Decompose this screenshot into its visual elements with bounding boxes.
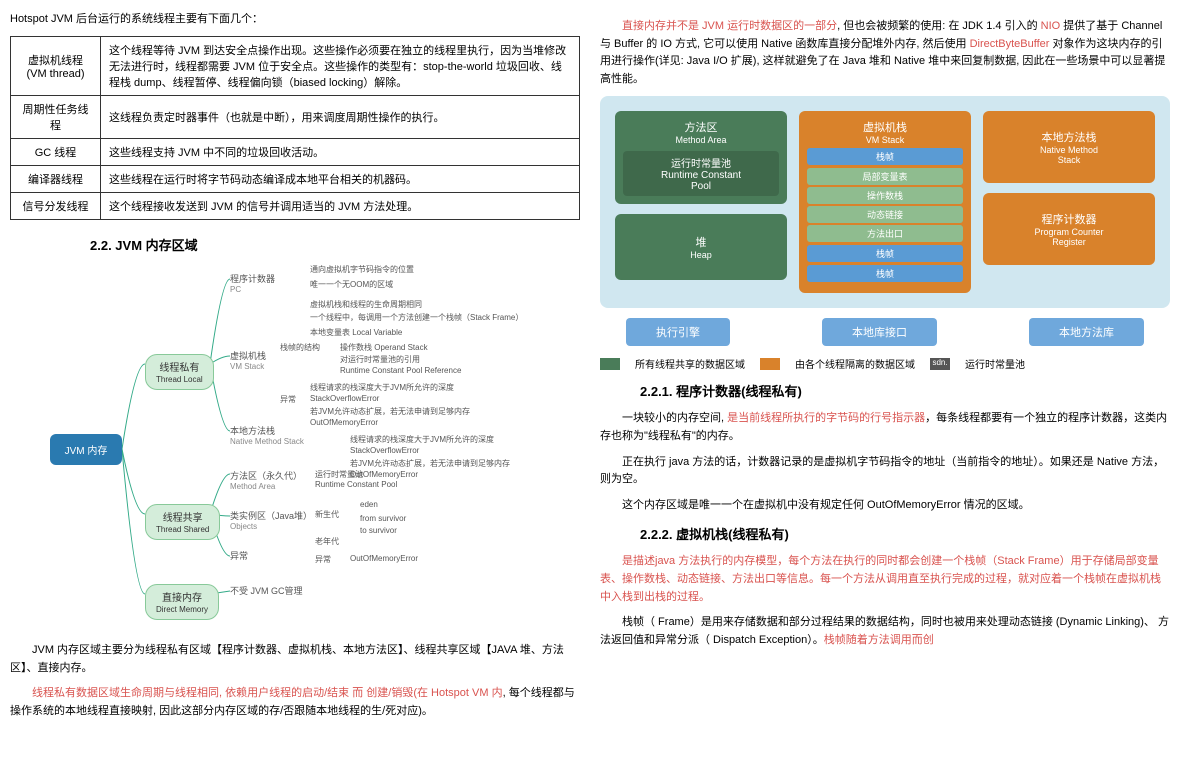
- mindmap-l2-label: 虚拟机栈VM Stack: [230, 349, 266, 371]
- mindmap-l3-label: StackOverflowError: [310, 394, 379, 403]
- legend-swatch-grey: sdn.: [930, 358, 950, 370]
- mindmap-l3-label: OutOfMemoryError: [350, 554, 418, 563]
- mindmap-diagram: JVM 内存 线程私有Thread Local 线程共享Thread Share…: [10, 264, 580, 634]
- para: 正在执行 java 方法的话，计数器记录的是虚拟机字节码指令的地址（当前指令的地…: [600, 454, 1170, 489]
- section-2-2-1-title: 2.2.1. 程序计数器(线程私有): [640, 381, 1170, 400]
- mindmap-l3-label: 唯一一个无OOM的区域: [310, 279, 393, 290]
- method-area-box: 方法区 Method Area 运行时常量池 Runtime Constant …: [615, 111, 787, 204]
- jvm-memory-diagram: 方法区 Method Area 运行时常量池 Runtime Constant …: [600, 96, 1170, 308]
- mindmap-l3-label: Runtime Constant Pool: [315, 480, 397, 489]
- stack-frame: 栈帧: [807, 245, 963, 262]
- section-2-2-2-title: 2.2.2. 虚拟机栈(线程私有): [640, 524, 1170, 543]
- cell: 这些线程支持 JVM 中不同的垃圾回收活动。: [101, 139, 580, 166]
- mindmap-l1-node: 线程私有Thread Local: [145, 354, 214, 390]
- para: 直接内存并不是 JVM 运行时数据区的一部分, 但也会被频繁的使用: 在 JDK…: [600, 18, 1170, 88]
- mindmap-l3-label: Runtime Constant Pool Reference: [340, 366, 461, 375]
- mindmap-l2-label: 程序计数器PC: [230, 272, 275, 294]
- engine-box: 本地库接口: [822, 318, 937, 346]
- mindmap-l2-label: 方法区（永久代）Method Area: [230, 469, 302, 491]
- mindmap-l3-label: 若JVM允许动态扩展，若无法申请到足够内存: [350, 458, 510, 469]
- left-column: Hotspot JVM 后台运行的系统线程主要有下面几个： 虚拟机线程 (VM …: [10, 10, 580, 728]
- legend-swatch-orange: [760, 358, 780, 370]
- cell: 信号分发线程: [11, 193, 101, 220]
- vm-stack-box: 虚拟机栈 VM Stack 栈帧 局部变量表 操作数栈 动态链接 方法出口 栈帧…: [799, 111, 971, 293]
- mindmap-l3-label: to survivor: [360, 526, 397, 535]
- engine-box: 执行引擎: [626, 318, 730, 346]
- mindmap-l2-label: 本地方法栈Native Method Stack: [230, 424, 304, 446]
- para: 一块较小的内存空间, 是当前线程所执行的字节码的行号指示器，每条线程都要有一个独…: [600, 410, 1170, 445]
- mindmap-l3-label: OutOfMemoryError: [310, 418, 378, 427]
- legend-swatch-green: [600, 358, 620, 370]
- legend-label: 运行时常量池: [965, 356, 1025, 371]
- thread-table: 虚拟机线程 (VM thread)这个线程等待 JVM 到达安全点操作出现。这些…: [10, 36, 580, 220]
- mindmap-l2-label: 不受 JVM GC管理: [230, 584, 303, 597]
- mindmap-l3-label: 老年代: [315, 536, 339, 547]
- cell: 这线程负责定时器事件（也就是中断），用来调度周期性操作的执行。: [101, 96, 580, 139]
- mindmap-l3-label: 线程请求的栈深度大于JVM所允许的深度: [310, 382, 454, 393]
- para: 这个内存区域是唯一一个在虚拟机中没有规定任何 OutOfMemoryError …: [600, 497, 1170, 515]
- cell: 编译器线程: [11, 166, 101, 193]
- cell: 周期性任务线程: [11, 96, 101, 139]
- mindmap-l3-label: 本地变量表 Local Variable: [310, 327, 402, 338]
- mindmap-l3-label: from survivor: [360, 514, 406, 523]
- engine-row: 执行引擎 本地库接口 本地方法库: [600, 318, 1170, 346]
- mindmap-l3-label: 通向虚拟机字节码指令的位置: [310, 264, 414, 275]
- para: 线程私有数据区域生命周期与线程相同, 依赖用户线程的启动/结束 而 创建/销毁(…: [10, 685, 580, 720]
- right-column: 直接内存并不是 JVM 运行时数据区的一部分, 但也会被频繁的使用: 在 JDK…: [600, 10, 1170, 728]
- para: 栈帧（ Frame）是用来存储数据和部分过程结果的数据结构，同时也被用来处理动态…: [600, 614, 1170, 649]
- mindmap-l3-label: eden: [360, 500, 378, 509]
- cell: 这个线程接收发送到 JVM 的信号并调用适当的 JVM 方法处理。: [101, 193, 580, 220]
- intro-text: Hotspot JVM 后台运行的系统线程主要有下面几个：: [10, 10, 580, 26]
- runtime-pool-box: 运行时常量池 Runtime Constant Pool: [623, 151, 779, 196]
- mindmap-l3-label: 运行时常量池: [315, 469, 363, 480]
- legend-label: 由各个线程隔离的数据区域: [795, 356, 915, 371]
- mindmap-l3-label: 异常: [280, 394, 296, 405]
- mindmap-l3-label: 操作数栈 Operand Stack: [340, 342, 428, 353]
- mindmap-l3-label: 异常: [315, 554, 331, 565]
- pc-register-box: 程序计数器 Program Counter Register: [983, 193, 1155, 265]
- frame-item: 操作数栈: [807, 187, 963, 204]
- cell: 这个线程等待 JVM 到达安全点操作出现。这些操作必须要在独立的线程里执行，因为…: [101, 37, 580, 96]
- mindmap-l3-label: 栈帧的结构: [280, 342, 320, 353]
- cell: 虚拟机线程 (VM thread): [11, 37, 101, 96]
- stack-frame: 栈帧: [807, 265, 963, 282]
- mindmap-l2-label: 异常: [230, 549, 248, 562]
- section-2-2-title: 2.2. JVM 内存区域: [90, 235, 580, 254]
- mindmap-l1-node: 线程共享Thread Shared: [145, 504, 220, 540]
- engine-box: 本地方法库: [1029, 318, 1144, 346]
- para: JVM 内存区域主要分为线程私有区域【程序计数器、虚拟机栈、本地方法区】、线程共…: [10, 642, 580, 677]
- mindmap-l3-label: 对运行时常量池的引用: [340, 354, 420, 365]
- heap-box: 堆 Heap: [615, 214, 787, 280]
- native-stack-box: 本地方法栈 Native Method Stack: [983, 111, 1155, 183]
- frame-item: 局部变量表: [807, 168, 963, 185]
- mindmap-l2-label: 类实例区（Java堆）Objects: [230, 509, 312, 531]
- para: 是描述java 方法执行的内存模型，每个方法在执行的同时都会创建一个栈帧（Sta…: [600, 553, 1170, 606]
- legend-label: 所有线程共享的数据区域: [635, 356, 745, 371]
- cell: 这些线程在运行时将字节码动态编译成本地平台相关的机器码。: [101, 166, 580, 193]
- mindmap-l3-label: 一个线程中，每调用一个方法创建一个栈帧（Stack Frame）: [310, 312, 523, 323]
- stack-frame: 栈帧: [807, 148, 963, 165]
- legend: 所有线程共享的数据区域 由各个线程隔离的数据区域 sdn. 运行时常量池: [600, 356, 1170, 371]
- frame-item: 方法出口: [807, 225, 963, 242]
- mindmap-l3-label: 若JVM允许动态扩展，若无法申请到足够内存: [310, 406, 470, 417]
- mindmap-l3-label: StackOverflowError: [350, 446, 419, 455]
- frame-item: 动态链接: [807, 206, 963, 223]
- mindmap-l3-label: 线程请求的栈深度大于JVM所允许的深度: [350, 434, 494, 445]
- mindmap-l1-node: 直接内存Direct Memory: [145, 584, 219, 620]
- mindmap-root: JVM 内存: [50, 434, 122, 465]
- mindmap-l3-label: 虚拟机栈和线程的生命周期相同: [310, 299, 422, 310]
- cell: GC 线程: [11, 139, 101, 166]
- mindmap-l3-label: 新生代: [315, 509, 339, 520]
